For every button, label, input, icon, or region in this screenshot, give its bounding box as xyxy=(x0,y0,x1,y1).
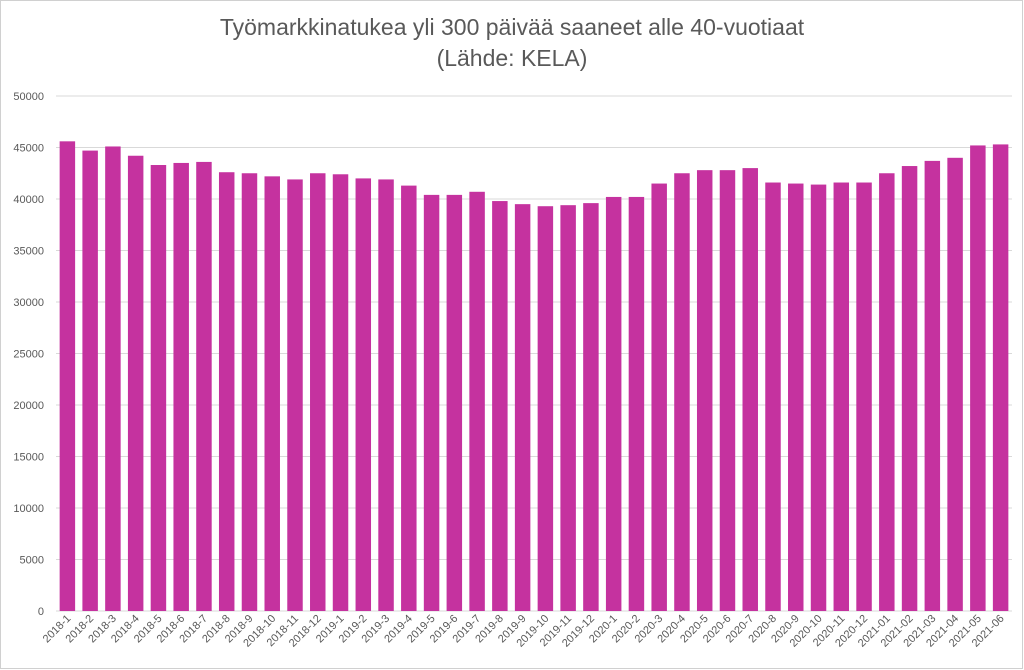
y-tick-label: 25000 xyxy=(13,349,44,361)
bar xyxy=(378,179,394,611)
bar xyxy=(127,155,144,612)
bar xyxy=(82,150,98,611)
bar xyxy=(651,183,667,612)
bar xyxy=(173,162,189,611)
bar xyxy=(401,185,417,612)
bar xyxy=(605,196,622,611)
bar xyxy=(218,172,235,611)
bar xyxy=(856,182,872,611)
bar xyxy=(355,178,372,611)
bar xyxy=(970,145,986,611)
bar xyxy=(879,173,895,611)
bar xyxy=(719,170,736,611)
bar xyxy=(469,191,485,612)
bar xyxy=(628,196,645,611)
gridlines xyxy=(56,95,1012,612)
y-tick-label: 20000 xyxy=(13,400,44,412)
bar xyxy=(901,166,918,612)
bar xyxy=(947,157,963,612)
y-tick-label: 30000 xyxy=(13,297,44,309)
y-axis-tick-labels: 0 5000 10000 15000 20000 25000 30000 35000 40000… xyxy=(13,91,44,618)
chart-title: Työmarkkinatukea yli 300 päivää saaneet … xyxy=(219,14,805,40)
bar xyxy=(310,173,326,611)
y-tick-label: 5000 xyxy=(20,555,44,567)
y-tick-label: 50000 xyxy=(13,91,44,103)
bar xyxy=(241,173,258,611)
chart-subtitle: (Lähde: KELA) xyxy=(436,45,588,71)
y-tick-label: 15000 xyxy=(13,452,44,464)
bar xyxy=(514,204,531,611)
y-tick-label: 10000 xyxy=(13,503,44,515)
bar xyxy=(492,201,508,611)
bar xyxy=(150,165,167,611)
bar xyxy=(332,174,349,611)
bar xyxy=(992,144,1009,611)
bar xyxy=(924,160,941,611)
chart-title-block: Työmarkkinatukea yli 300 päivää saaneet … xyxy=(0,12,1024,74)
bar xyxy=(742,168,758,611)
bar xyxy=(423,194,440,611)
bar xyxy=(537,206,554,611)
x-axis-tick-labels: 2018-12018-22018-32018-42018-52018-62018… xyxy=(41,613,1007,650)
bar xyxy=(810,184,827,611)
bars xyxy=(59,141,1009,612)
y-tick-label: 35000 xyxy=(13,246,44,258)
bar xyxy=(560,205,576,611)
bar xyxy=(788,183,804,612)
bar xyxy=(833,182,850,611)
y-tick-label: 0 xyxy=(38,606,44,618)
bar xyxy=(583,203,599,611)
bar xyxy=(264,176,280,611)
y-tick-label: 40000 xyxy=(13,194,44,206)
bar xyxy=(674,173,690,611)
bar xyxy=(196,161,212,612)
y-tick-label: 45000 xyxy=(13,143,44,155)
bar xyxy=(446,194,463,611)
bar xyxy=(287,179,303,611)
bar xyxy=(696,170,713,611)
bar xyxy=(105,146,121,611)
bar xyxy=(59,141,76,611)
bar xyxy=(765,182,781,611)
